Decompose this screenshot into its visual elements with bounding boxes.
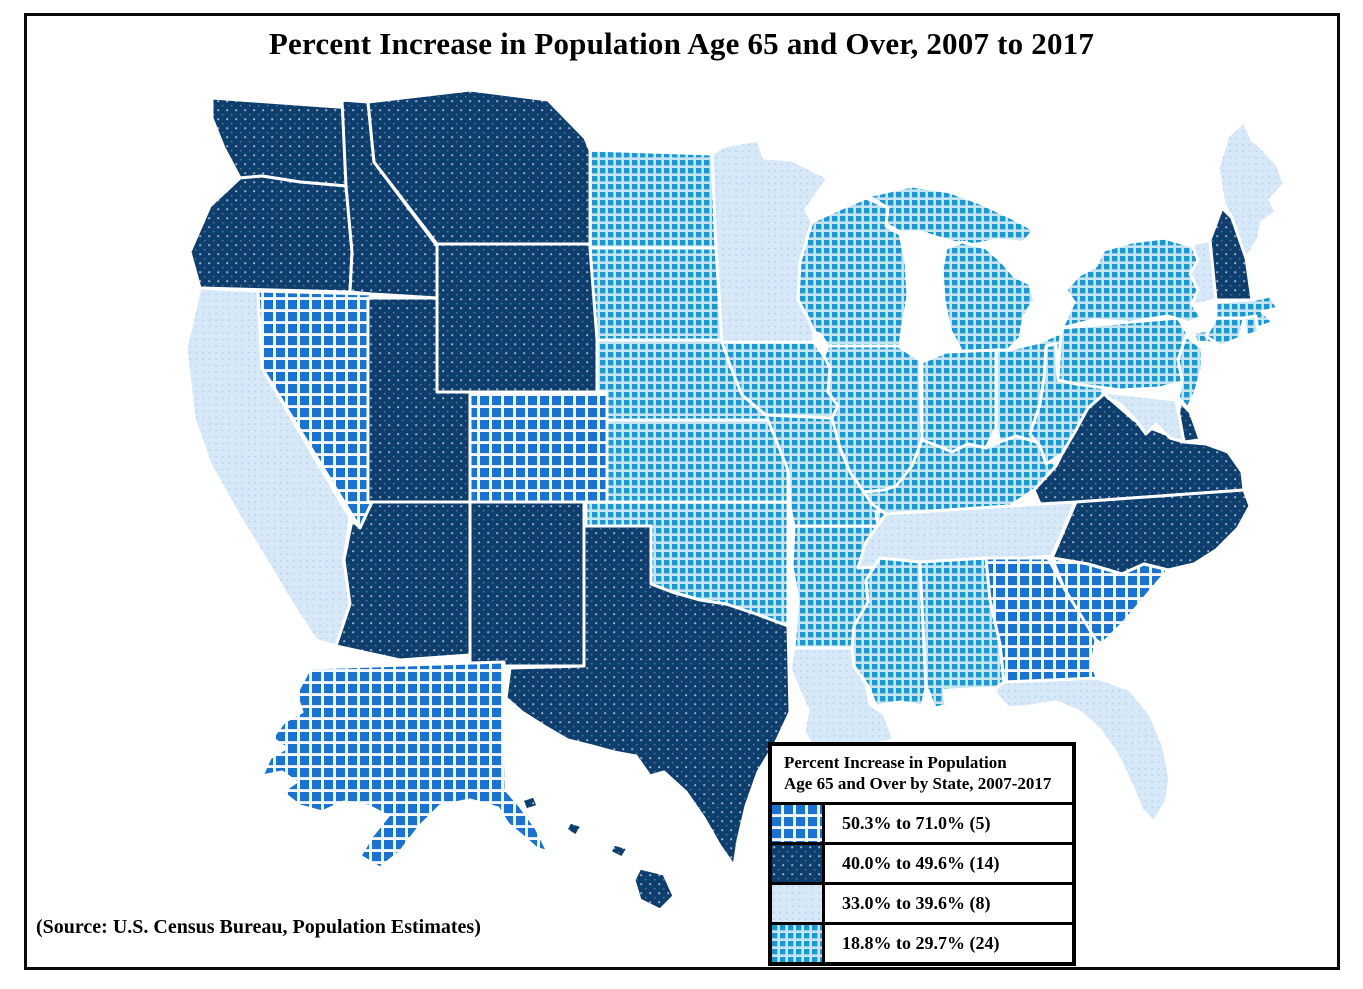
state-AK (260, 660, 550, 870)
map-title: Percent Increase in Population Age 65 an… (268, 26, 1095, 61)
state-TX (504, 524, 792, 868)
legend-swatch-grid-coarse (772, 804, 825, 842)
state-NJ (1176, 334, 1204, 410)
legend-row-1: 50.3% to 71.0% (5) (772, 801, 1072, 842)
map-legend: Percent Increase in Population Age 65 an… (768, 742, 1076, 966)
state-AZ (334, 500, 472, 662)
state-KS (605, 418, 790, 504)
state-CT (1204, 316, 1246, 348)
state-IN (920, 348, 998, 454)
legend-label: 33.0% to 39.6% (8) (842, 892, 991, 913)
state-SC (1050, 556, 1170, 646)
state-SD (588, 246, 724, 342)
state-HI (520, 794, 676, 912)
state-FL (994, 676, 1172, 824)
state-PA (1056, 316, 1192, 392)
state-MI (940, 240, 1036, 354)
state-ME (1216, 120, 1286, 260)
legend-label: 50.3% to 71.0% (5) (842, 812, 991, 833)
state-MI-upper-peninsula (866, 184, 1036, 248)
legend-row-3: 33.0% to 39.6% (8) (772, 881, 1072, 922)
state-CO (468, 390, 609, 504)
state-WY (435, 242, 599, 394)
legend-row-2: 40.0% to 49.6% (14) (772, 841, 1072, 882)
legend-title: Percent Increase in Population Age 65 an… (772, 746, 1072, 802)
legend-swatch-grid-fine (772, 924, 825, 962)
source-note: (Source: U.S. Census Bureau, Population … (36, 916, 481, 938)
state-MD (1102, 390, 1186, 444)
legend-label: 40.0% to 49.6% (14) (842, 852, 1000, 873)
state-ND (588, 148, 718, 250)
state-NC (1050, 488, 1252, 576)
state-WA (210, 96, 354, 188)
state-OR (188, 174, 354, 294)
legend-swatch-dots-navy (772, 844, 825, 882)
states-layer (184, 88, 1286, 912)
legend-label: 18.8% to 29.7% (24) (842, 932, 1000, 953)
state-RI (1242, 314, 1260, 338)
legend-row-4: 18.8% to 29.7% (24) (772, 921, 1072, 962)
state-NM (468, 500, 586, 668)
legend-title-line2: Age 65 and Over by State, 2007-2017 (784, 774, 1052, 794)
legend-swatch-light-solid (772, 884, 825, 922)
legend-title-line1: Percent Increase in Population (784, 753, 1007, 772)
state-NY (1060, 236, 1204, 330)
